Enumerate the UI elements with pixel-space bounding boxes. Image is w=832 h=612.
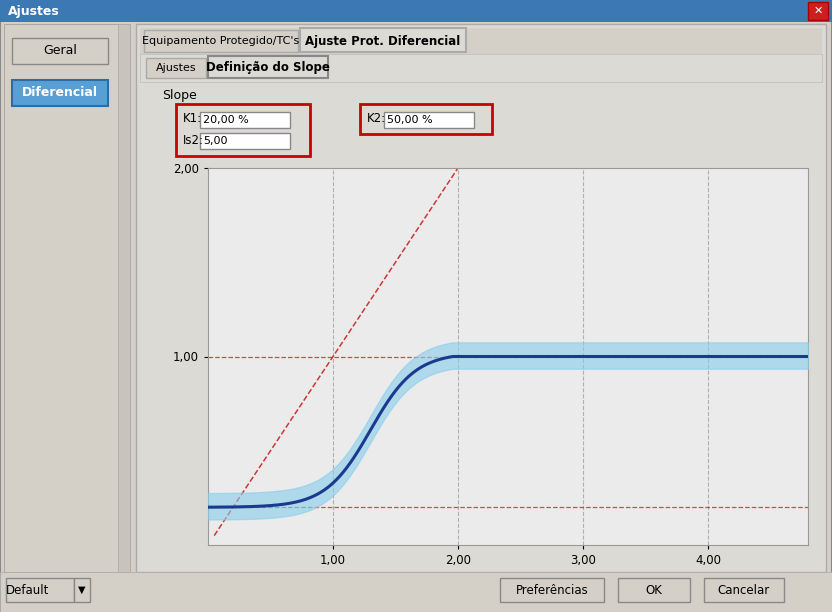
Text: Geral: Geral <box>43 45 77 58</box>
Text: Equipamento Protegido/TC's: Equipamento Protegido/TC's <box>142 36 300 46</box>
Text: Cancelar: Cancelar <box>718 583 770 597</box>
Text: K2:: K2: <box>367 113 386 125</box>
Bar <box>618 578 690 602</box>
Bar <box>360 104 492 134</box>
Bar <box>208 56 328 78</box>
Bar <box>6 578 74 602</box>
Bar <box>808 2 828 20</box>
Bar <box>0 572 832 612</box>
Text: 50,00 %: 50,00 % <box>387 115 433 125</box>
Text: Default: Default <box>7 583 50 597</box>
Text: OK: OK <box>646 583 662 597</box>
Bar <box>384 112 474 128</box>
Bar <box>144 30 298 52</box>
Text: Is2:: Is2: <box>183 133 204 146</box>
Bar <box>704 578 784 602</box>
Text: Preferências: Preferências <box>516 583 588 597</box>
Text: K1:: K1: <box>183 113 202 125</box>
Text: Ajustes: Ajustes <box>156 63 196 73</box>
Bar <box>12 80 108 106</box>
Bar <box>300 28 466 52</box>
Bar <box>4 24 130 572</box>
Text: Ajustes: Ajustes <box>8 4 60 18</box>
Text: Slope: Slope <box>162 89 196 102</box>
Text: Definição do Slope: Definição do Slope <box>206 61 330 75</box>
Bar <box>500 578 604 602</box>
Text: ▼: ▼ <box>78 585 86 595</box>
Text: ✕: ✕ <box>814 6 823 16</box>
Bar <box>140 28 822 54</box>
Text: Diferencial: Diferencial <box>22 86 98 100</box>
Bar <box>74 578 90 602</box>
Text: 5,00: 5,00 <box>203 136 227 146</box>
Bar <box>140 54 822 82</box>
Bar <box>136 24 826 572</box>
Bar <box>118 24 130 572</box>
Text: Ajuste Prot. Diferencial: Ajuste Prot. Diferencial <box>305 34 461 48</box>
Bar <box>0 0 832 22</box>
Bar <box>176 104 310 156</box>
Bar <box>12 38 108 64</box>
Bar <box>146 58 206 78</box>
Bar <box>200 112 290 128</box>
Text: 20,00 %: 20,00 % <box>203 115 249 125</box>
Bar <box>200 133 290 149</box>
